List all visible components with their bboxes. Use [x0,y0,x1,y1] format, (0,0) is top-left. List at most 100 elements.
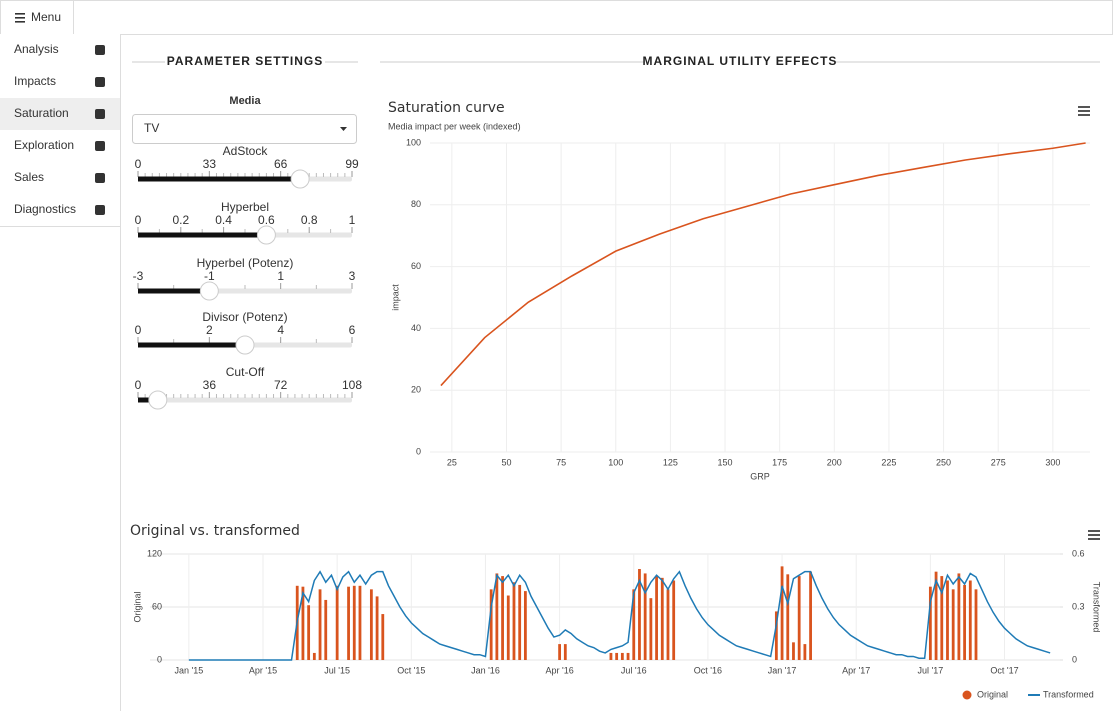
chart-subtitle: Media impact per week (indexed) [388,121,521,131]
chart-menu-icon[interactable] [1088,530,1100,532]
x-tick-label: Jan '16 [471,665,500,675]
x-tick-label: 250 [936,457,951,467]
slider-fill [138,397,158,403]
chart-menu-icon[interactable] [1078,106,1090,108]
bar [797,576,801,660]
sidebar-label: Saturation [14,106,69,120]
sidebar-item[interactable]: Analysis [0,34,120,67]
sidebar-icon [95,205,105,215]
sidebar: Analysis Impacts Saturation Exploration Sale… [0,34,120,227]
y-tick-label: 40 [411,323,421,333]
menu-button-frame [0,0,74,35]
bar [963,584,966,660]
bar [512,582,516,660]
slider-tick-label: 72 [274,378,288,392]
slider-label: Hyperbel (Potenz) [197,256,294,270]
chart-title: Saturation curve [388,100,505,116]
slider-handle [256,225,276,245]
media-select[interactable]: TV [132,114,357,144]
bar [563,644,567,660]
slider-tick-label: 0.4 [215,213,232,227]
chart-menu-icon[interactable] [1088,538,1100,540]
y-tick-label: 80 [411,199,421,209]
y2-tick-label: 0 [1072,654,1077,664]
x-tick-label: 100 [608,457,623,467]
chart-menu-icon[interactable] [1078,114,1090,116]
bar [934,571,938,660]
slider[interactable]: Divisor (Potenz) 0 2 4 6 [135,310,356,355]
bar [347,586,350,660]
slider[interactable]: Hyperbel (Potenz) -3 -1 1 3 [133,256,356,301]
sidebar-item[interactable]: Impacts [0,66,120,99]
slider[interactable]: Cut-Off 0 36 72 108 [135,365,363,410]
slider-fill [138,288,210,294]
bar [660,577,664,660]
bar [666,589,670,660]
slider-tick-label: 1 [277,269,284,283]
bar [649,598,653,660]
bar [968,580,972,660]
bar [495,573,499,660]
sidebar-item[interactable]: Exploration [0,130,120,163]
slider-tick-label: 1 [349,213,356,227]
bar [518,584,522,660]
section-title: MARGINAL UTILITY EFFECTS [643,54,838,68]
y-tick-label: 0 [416,446,421,456]
bar [609,652,613,660]
x-axis-label: GRP [750,471,770,481]
slider-tick-label: 3 [349,269,356,283]
chart-menu-icon[interactable] [1088,534,1100,536]
x-tick-label: Apr '17 [842,665,870,675]
slider-tick-label: 36 [203,378,217,392]
bar [506,595,510,660]
slider[interactable]: Hyperbel 0 0.2 0.4 0.6 0.8 1 [135,200,356,245]
slider-tick-label: 2 [206,323,213,337]
y2-axis-label: Transformed [1092,582,1102,633]
media-label: Media [229,95,261,107]
legend-swatch [962,690,972,700]
slider-tick-label: 0.2 [172,213,189,227]
sidebar-label: Diagnostics [14,202,76,216]
slider[interactable]: AdStock 0 33 66 99 [135,144,359,189]
x-tick-label: Oct '17 [990,665,1018,675]
top-bar [0,0,1113,35]
slider-tick-label: 4 [277,323,284,337]
menu-label: Menu [31,10,61,24]
bar [620,652,624,660]
slider-tick-label: 66 [274,157,288,171]
x-tick-label: 175 [772,457,787,467]
chart-menu-icon[interactable] [1078,110,1090,112]
menu-icon [15,21,25,23]
sidebar-label: Impacts [14,74,56,88]
slider-handle [290,169,310,189]
sidebar-item[interactable]: Sales [0,162,120,195]
menu-button[interactable]: Menu [0,0,74,35]
bar [809,571,812,660]
bar [301,586,305,660]
sidebar-icon [95,141,105,151]
x-tick-label: 275 [991,457,1006,467]
bar [523,591,527,660]
bar [318,589,322,660]
sidebar-item[interactable]: Diagnostics [0,194,120,227]
legend-item[interactable]: Original [962,689,1009,700]
slider-label: AdStock [223,144,269,158]
select-box [132,114,357,144]
bar [951,589,955,660]
x-tick-label: Oct '15 [397,665,425,675]
section-title: PARAMETER SETTINGS [167,54,323,68]
x-tick-label: Jan '15 [174,665,203,675]
y-tick-label: 100 [406,137,421,147]
legend-label: Original [977,689,1008,699]
sidebar-icon [95,77,105,87]
bar [974,589,978,660]
bar [672,580,676,660]
y-axis-label: Original [132,591,142,622]
bar [558,644,562,660]
x-tick-label: 25 [447,457,457,467]
sidebar-item[interactable]: Saturation [0,98,120,131]
slider-tick-label: 99 [345,157,359,171]
legend-item[interactable]: Transformed [1028,689,1094,699]
y-tick-label: 60 [411,261,421,271]
y-tick-label: 120 [147,548,162,558]
